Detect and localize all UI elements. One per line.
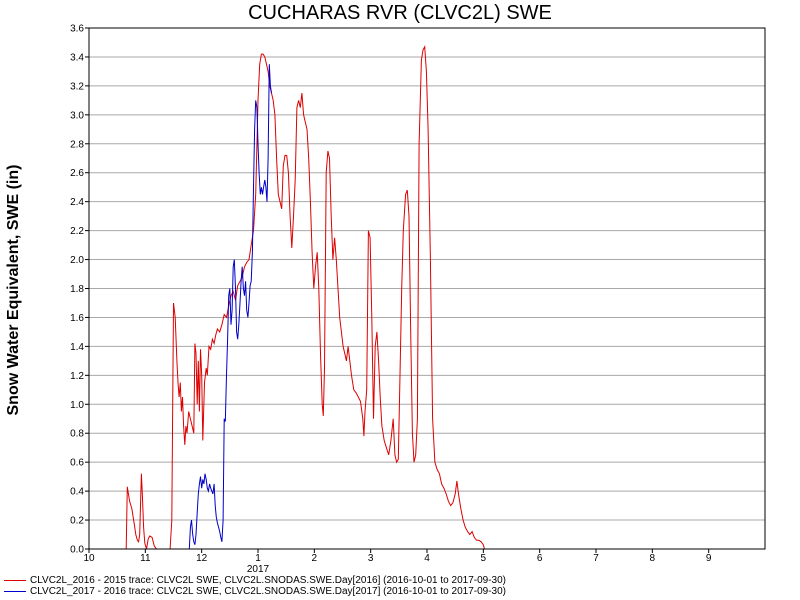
y-tick-label-11: 2.2 (70, 226, 84, 237)
legend-swatch-blue (4, 590, 26, 592)
legend-swatch-red (4, 579, 26, 581)
y-tick-label-2: 0.4 (70, 487, 84, 498)
y-tick-label-6: 1.2 (70, 371, 84, 382)
series-line-1 (125, 45, 485, 550)
y-tick-label-3: 0.6 (70, 458, 84, 469)
y-tick-label-1: 0.2 (70, 516, 84, 527)
x-tick-label-10: 8 (650, 553, 656, 564)
x-tick-label-0: 10 (83, 553, 95, 564)
y-tick-label-7: 1.4 (70, 342, 84, 353)
x-tick-label-8: 6 (537, 553, 543, 564)
y-tick-label-10: 2.0 (70, 255, 84, 266)
series-line-2 (188, 64, 272, 550)
legend-label-2: CLVC2L_2017 - 2016 trace: CLVC2L SWE, CL… (30, 586, 506, 597)
grid-lines (89, 56, 765, 521)
y-tick-label-17: 3.4 (70, 52, 84, 63)
y-tick-label-9: 1.8 (70, 284, 84, 295)
series-layer (125, 45, 485, 550)
y-tick-label-18: 3.6 (70, 24, 84, 35)
legend-label-1: CLVC2L_2016 - 2015 trace: CLVC2L SWE, CL… (30, 575, 506, 586)
x-tick-label-3: 1 (255, 553, 261, 564)
x-tick-label-9: 7 (593, 553, 599, 564)
y-tick-label-14: 2.8 (70, 139, 84, 150)
y-tick-label-8: 1.6 (70, 313, 84, 324)
y-tick-label-13: 2.6 (70, 168, 84, 179)
y-tick-label-15: 3.0 (70, 110, 84, 121)
x-tick-label-6: 4 (424, 553, 430, 564)
x-tick-label-5: 3 (368, 553, 374, 564)
chart-title: CUCHARAS RVR (CLVC2L) SWE (248, 2, 552, 24)
x-tick-label-11: 9 (706, 553, 712, 564)
y-axis-ticks: 0.0 0.2 0.4 0.6 0.8 1.0 1.2 1.4 1.6 1.8 2.0 2.2 2.4 2… (70, 24, 89, 556)
x-tick-label-4: 2 (312, 553, 318, 564)
y-tick-label-0: 0.0 (70, 545, 84, 556)
legend-item-2: CLVC2L_2017 - 2016 trace: CLVC2L SWE, CL… (4, 586, 506, 597)
y-tick-label-16: 3.2 (70, 81, 84, 92)
x-tick-label-2: 12 (196, 553, 208, 564)
legend-item-1: CLVC2L_2016 - 2015 trace: CLVC2L SWE, CL… (4, 575, 506, 586)
x-tick-label-1: 11 (140, 553, 151, 564)
x-tick-label-7: 5 (481, 553, 487, 564)
x-year-label: 2017 (247, 564, 270, 575)
y-tick-label-5: 1.0 (70, 400, 84, 411)
y-tick-label-12: 2.4 (70, 197, 84, 208)
y-tick-label-4: 0.8 (70, 429, 84, 440)
